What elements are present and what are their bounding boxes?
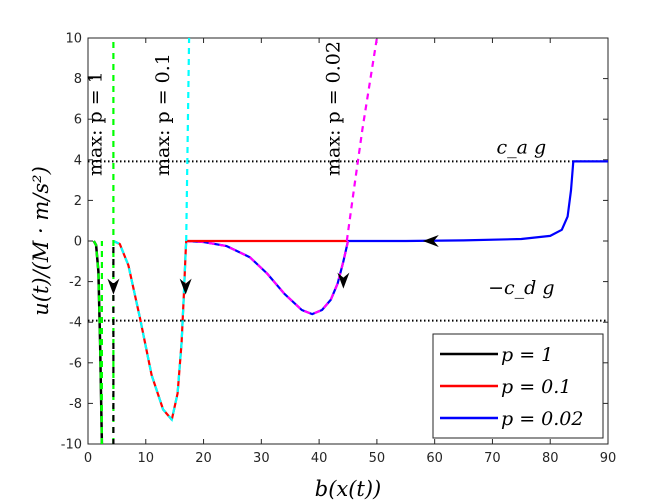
legend-label: p = 0.02 [501,408,583,430]
y-tick-label: -4 [69,316,82,331]
y-tick-label: 6 [74,113,82,128]
y-tick-label: -10 [61,438,82,453]
x-tick-label: 90 [600,451,617,466]
x-tick-label: 80 [542,451,559,466]
x-tick-label: 10 [138,451,155,466]
y-tick-label: 8 [74,72,82,87]
y-tick-label: -2 [69,275,82,290]
y-tick-label: -8 [69,397,82,412]
label-lower-bound: −c_d g [488,277,554,299]
y-tick-label: 0 [74,235,82,250]
y-tick-label: -6 [69,356,82,371]
x-tick-label: 40 [311,451,328,466]
x-tick-label: 20 [195,451,212,466]
max-line-p-0.1 [185,38,191,242]
annotation-max-p002: max: p = 0.02 [322,41,344,176]
arrow-p-0.02 [337,272,350,289]
max-line-p-0.02 [345,38,378,242]
x-tick-label: 30 [253,451,270,466]
y-tick-label: 4 [74,153,82,168]
legend: p = 1 p = 0.1 p = 0.02 [432,333,604,439]
legend-label: p = 1 [501,344,553,366]
y-tick-label: 10 [65,32,82,47]
legend-label: p = 0.1 [501,376,571,398]
arrow-p-0.02-left [422,235,439,247]
x-tick-label: 0 [84,451,92,466]
arrow-p-1 [107,278,120,295]
label-upper-bound: c_a g [496,137,546,159]
series-p-0.1-dash [112,240,188,422]
x-tick-label: 70 [484,451,501,466]
arrow-p-0.1 [179,278,192,295]
x-axis-label: b(x(t)) [315,477,382,501]
annotation-max-p1: max: p = 1 [84,71,106,176]
series-p-1-dash [92,240,103,444]
plot-content [88,38,608,444]
annotation-max-p01: max: p = 0.1 [152,53,174,176]
y-tick-label: 2 [74,194,82,209]
x-tick-label: 60 [426,451,443,466]
series-p-0.02 [186,160,608,316]
x-tick-label: 50 [369,451,386,466]
y-axis-label: u(t)/(M · m/s²) [29,166,53,316]
